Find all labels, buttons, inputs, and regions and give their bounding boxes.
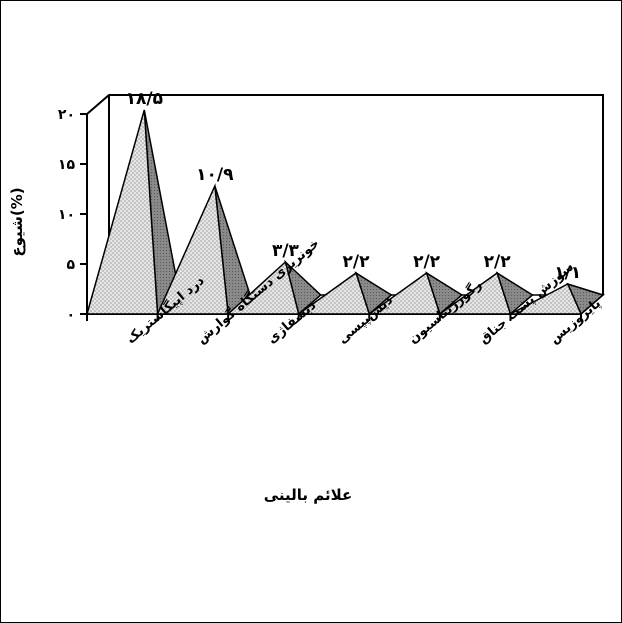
peak-front-face [86,109,159,315]
data-label: ۲/۲ [413,252,441,272]
data-label: ۳/۳ [272,241,300,261]
data-label: ۱۰/۹ [196,165,234,185]
peak-front-face [226,260,300,315]
peak-front-face [437,271,512,315]
y-tick-label: ۰ [66,307,75,323]
data-label: ۲/۲ [484,252,512,272]
data-label: ۱/۱ [554,263,581,283]
data-label: ۲/۲ [343,252,371,272]
x-axis-title: علائم بالینی [264,486,353,504]
plot-marks [86,109,605,316]
back-wall [86,94,604,295]
y-axis-title: شیوع(%) [8,187,26,256]
peak-front-face [156,183,229,315]
peak-front-face [296,271,371,315]
y-tick-label: ۲۰ [58,107,75,123]
y-tick-label: ۵ [66,257,75,273]
peak-front-face [366,271,441,315]
y-tick-label: ۱۵ [58,157,76,173]
y-tick-label: ۱۰ [58,207,75,223]
peak-front-face [510,282,583,315]
data-labels: ۱۸/۵ ۱۰/۹ ۳/۳ ۲/۲ ۲/۲ ۲/۲ ۱/۱ [126,89,582,283]
data-label: ۱۸/۵ [126,89,163,109]
